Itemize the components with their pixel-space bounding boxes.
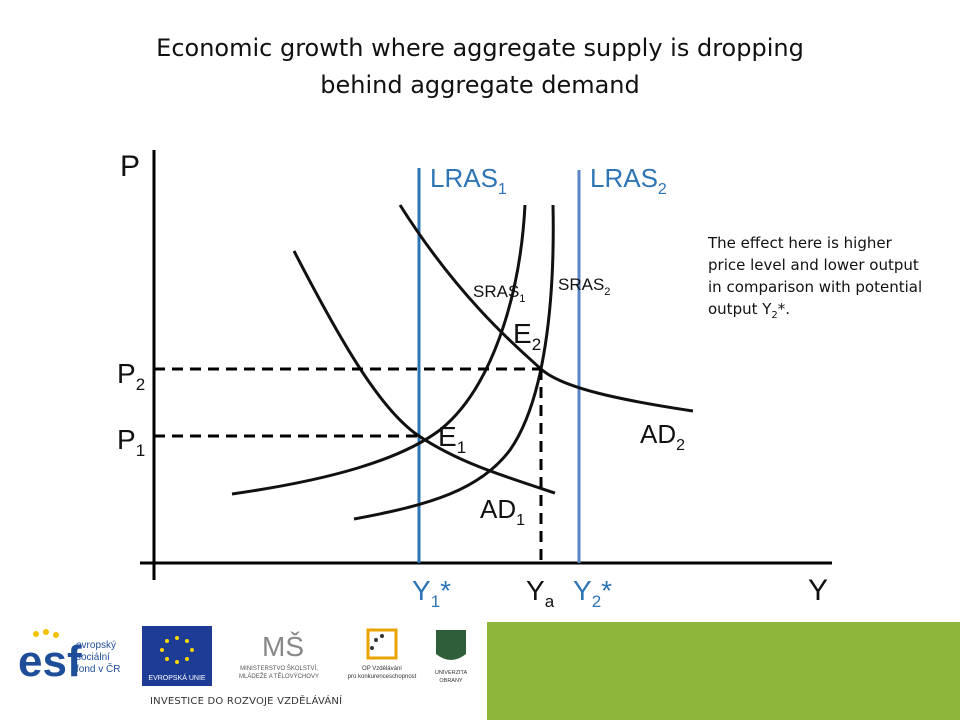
e1-label: E1 bbox=[438, 421, 466, 457]
sras1-curve bbox=[231, 204, 527, 496]
sras2-curve bbox=[353, 204, 555, 521]
y-axis-label: P bbox=[120, 150, 140, 183]
uo-line-1: UNIVERZITA bbox=[435, 670, 468, 676]
lras1-label: LRAS1 bbox=[430, 163, 507, 198]
esf-line-3: fond v ČR bbox=[76, 662, 120, 675]
footer-logos: esf evropský sociální fond v ČR EVROPSKÁ… bbox=[16, 626, 476, 688]
note-text: The effect here is higher price level an… bbox=[708, 234, 923, 318]
msmt-line-2: MLÁDEŽE A TĚLOVÝCHOVY bbox=[239, 672, 319, 680]
uo-logo: UNIVERZITA OBRANY bbox=[428, 626, 474, 686]
p2-label: P2 bbox=[117, 358, 145, 394]
lras2-label: LRAS2 bbox=[590, 163, 667, 198]
x-axis-label: Y bbox=[808, 574, 828, 607]
footer-green-panel bbox=[487, 622, 960, 720]
note-tail: *. bbox=[777, 300, 791, 318]
sras1-label: SRAS1 bbox=[473, 282, 525, 305]
msmt-logo: MŠ MINISTERSTVO ŠKOLSTVÍ, MLÁDEŽE A TĚLO… bbox=[224, 626, 334, 686]
ad2-curve bbox=[398, 204, 694, 413]
sras2-label: SRAS2 bbox=[558, 275, 610, 298]
ya-label: Ya bbox=[526, 575, 555, 611]
as-ad-diagram: P Y LRAS1 LRAS2 SRAS1 SRAS2 E2 E1 AD1 AD… bbox=[117, 150, 832, 611]
title-line-2: behind aggregate demand bbox=[320, 71, 640, 99]
op-line-1: OP Vzdělávání bbox=[362, 666, 402, 672]
ad1-label: AD1 bbox=[480, 494, 525, 529]
msmt-mark-icon: MŠ bbox=[262, 631, 304, 662]
y1-label: Y1* bbox=[412, 575, 451, 611]
note-subscript: 2 bbox=[771, 310, 778, 321]
p1-label: P1 bbox=[117, 424, 145, 460]
esf-logo-text: esf bbox=[18, 637, 82, 686]
op-logo: OP Vzdělávání pro konkurenceschopnost bbox=[346, 626, 418, 686]
y2-label: Y2* bbox=[573, 575, 612, 611]
title-line-1: Economic growth where aggregate supply i… bbox=[156, 34, 804, 62]
invest-slogan: INVESTICE DO ROZVOJE VZDĚLÁVÁNÍ bbox=[150, 696, 343, 707]
msmt-line-1: MINISTERSTVO ŠKOLSTVÍ, bbox=[240, 665, 318, 672]
esf-line-2: sociální bbox=[76, 652, 110, 663]
eu-label: EVROPSKÁ UNIE bbox=[148, 673, 206, 682]
e2-label: E2 bbox=[513, 318, 541, 354]
explanation-note: The effect here is higher price level an… bbox=[708, 232, 928, 327]
esf-logo: esf evropský sociální fond v ČR bbox=[16, 626, 131, 686]
ad2-label: AD2 bbox=[640, 419, 685, 454]
eu-flag-logo: EVROPSKÁ UNIE bbox=[142, 626, 212, 686]
esf-line-1: evropský bbox=[76, 640, 116, 651]
page-title: Economic growth where aggregate supply i… bbox=[0, 30, 960, 104]
ad1-curve bbox=[292, 250, 556, 495]
uo-line-2: OBRANY bbox=[439, 678, 463, 684]
op-line-2: pro konkurenceschopnost bbox=[348, 674, 417, 680]
